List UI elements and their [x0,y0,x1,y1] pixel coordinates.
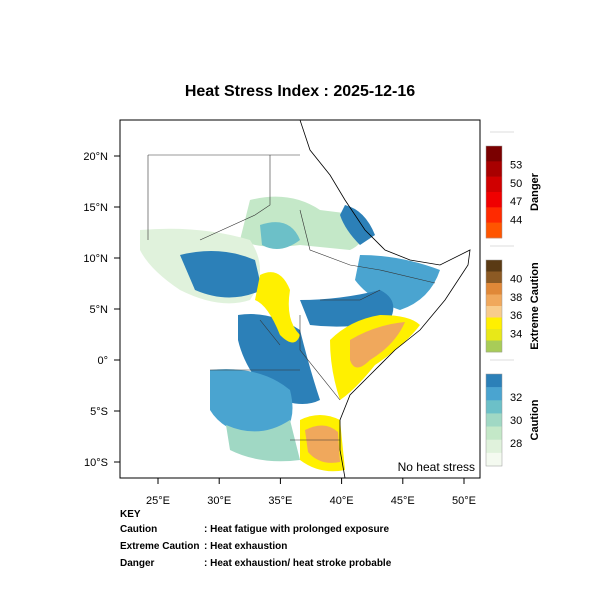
legend-bar-frame [485,145,503,239]
lon-label: 35°E [268,495,292,507]
legend-swatch [486,161,502,177]
lon-label: 30°E [207,495,231,507]
lat-label: 15°N [83,202,108,214]
legend-tick: 47 [510,196,522,208]
legend-swatch [486,400,502,414]
lat-label: 10°N [83,253,108,265]
heat-fields [140,196,440,472]
legend-group-name: Caution [529,399,541,440]
legend-tick: 34 [510,329,522,341]
legend-swatch [486,439,502,454]
legend-tick: 32 [510,392,522,404]
legend-swatch [486,374,502,388]
legend-swatch [486,207,502,223]
no-stress-note: No heat stress [398,460,475,474]
legend-swatch [486,222,502,239]
lon-label: 25°E [146,495,170,507]
lon-label: 40°E [330,495,354,507]
legend-swatch [486,426,502,441]
key-definition: : Heat exhaustion/ heat stroke probable [204,558,392,569]
legend-tick: 53 [510,159,522,171]
legend-bar-frame [485,373,503,467]
lat-label: 5°N [90,304,109,316]
lon-label: 45°E [391,495,415,507]
key-heading: KEY [120,509,141,520]
legend: 53 50 47 44 Danger 40 38 36 34 Extreme Caution 32 3… [485,131,541,467]
lat-label: 0° [97,355,108,367]
key-definition: : Heat exhaustion [204,541,287,552]
key-term: Danger [120,558,155,569]
legend-swatch [486,306,502,318]
legend-swatch [486,387,502,401]
legend-tick: 38 [510,292,522,304]
legend-bar-frame [485,259,503,353]
legend-swatch [486,413,502,427]
borders [147,154,436,441]
legend-tick: 30 [510,415,522,427]
map-area [120,120,471,478]
key: KEY Caution : Heat fatigue with prolonged … [120,509,392,569]
coastline [120,120,471,478]
legend-swatch [486,176,502,193]
legend-swatch [486,192,502,208]
legend-swatch [486,329,502,341]
legend-tick: 28 [510,438,522,450]
lat-label: 5°S [90,406,108,418]
legend-swatch [486,294,502,307]
legend-swatch [486,271,502,284]
legend-group-name: Danger [529,172,541,211]
legend-swatch [486,340,502,353]
axes: 25°E 30°E 35°E 40°E 45°E 50°E 20°N 15°N 10°N 5°N 0… [83,151,476,507]
legend-swatch [486,317,502,330]
legend-tick: 50 [510,178,522,190]
lat-label: 10°S [84,457,108,469]
key-term: Extreme Caution [120,541,199,552]
key-definition: : Heat fatigue with prolonged exposure [204,524,389,535]
map-frame [119,119,481,479]
lat-label: 20°N [83,151,108,163]
legend-swatch [486,283,502,295]
legend-swatch [486,146,502,162]
legend-swatch [486,260,502,272]
title: Heat Stress Index : 2025-12-16 [185,83,415,100]
key-term: Caution [120,524,157,535]
legend-tick: 36 [510,310,522,322]
legend-group-name: Extreme Caution [529,262,541,350]
legend-swatch [486,452,502,467]
legend-tick: 40 [510,273,522,285]
legend-tick: 44 [510,215,522,227]
lon-label: 50°E [452,495,476,507]
